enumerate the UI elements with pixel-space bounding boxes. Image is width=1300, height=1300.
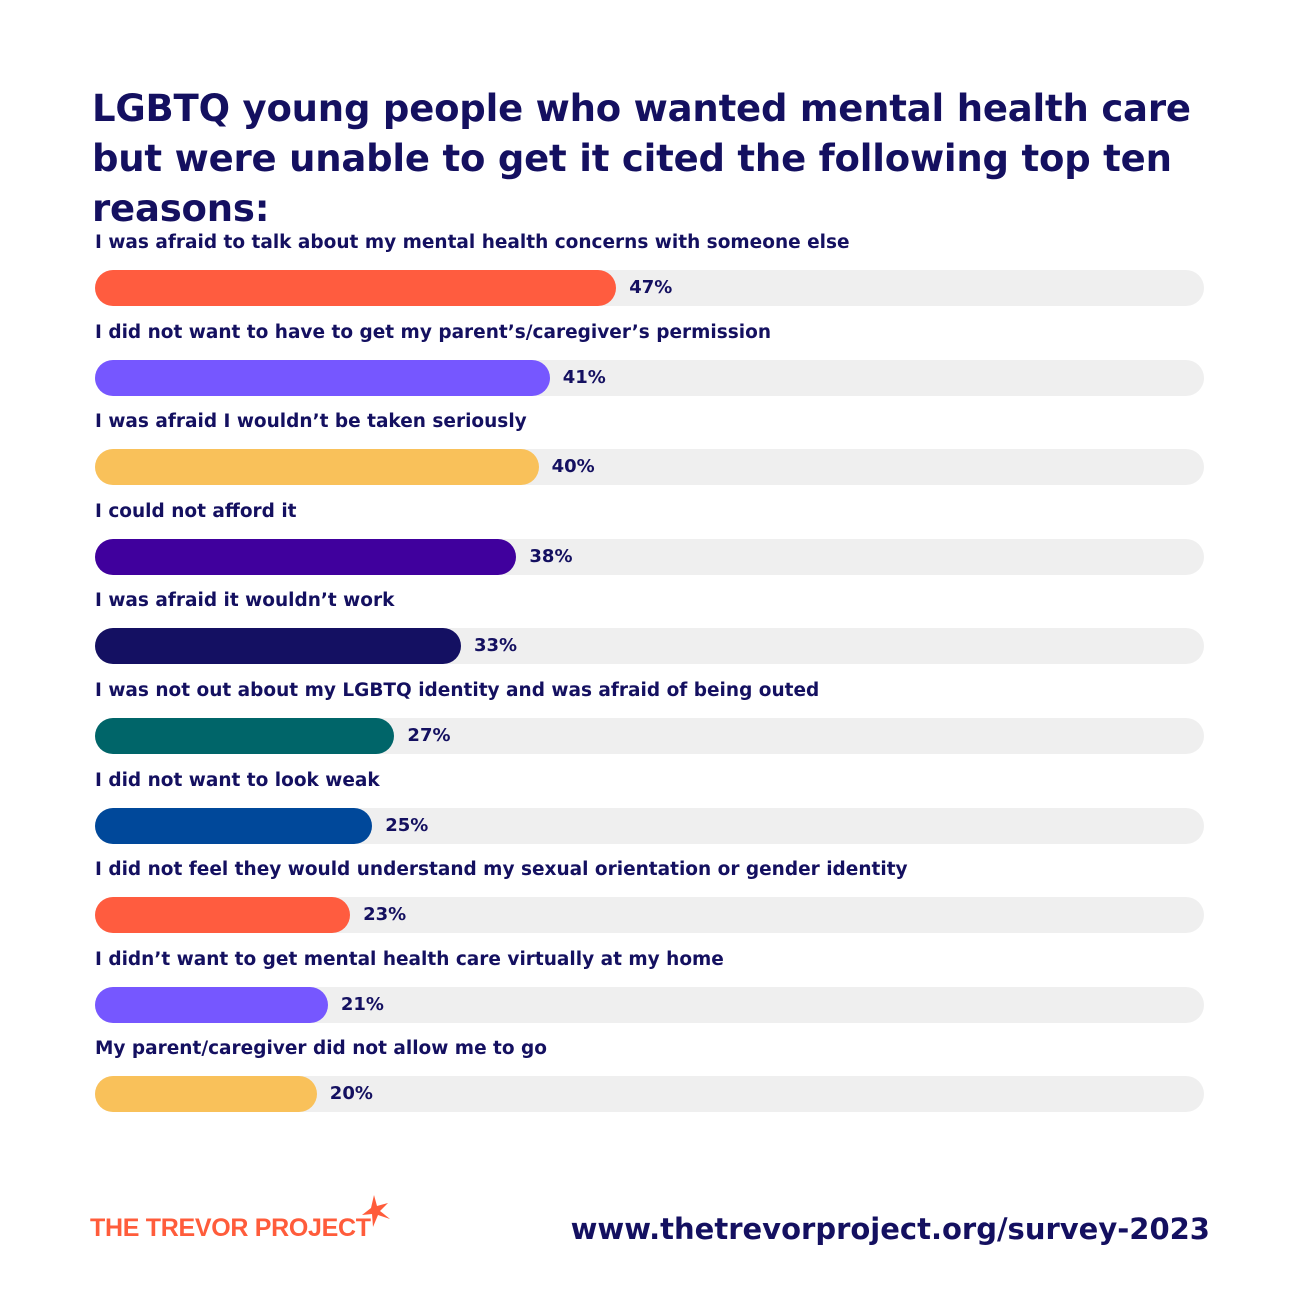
bar-1 bbox=[95, 270, 617, 306]
bar-label-2: I did not want to have to get my parent’… bbox=[95, 321, 771, 343]
bar-label-8: I did not feel they would understand my … bbox=[95, 859, 908, 881]
bar-track-8: 23% bbox=[95, 897, 1204, 934]
bar-track-6: 27% bbox=[95, 718, 1204, 754]
bar-label-9: I didn’t want to get mental health care … bbox=[95, 948, 724, 970]
bar-value-label-3: 40% bbox=[551, 456, 595, 478]
bar-value-label-2: 41% bbox=[562, 366, 606, 388]
bar-value-label-6: 27% bbox=[407, 725, 451, 746]
bar-9 bbox=[95, 986, 328, 1023]
bar-4 bbox=[95, 538, 517, 575]
bar-value-label-4: 38% bbox=[529, 545, 573, 567]
bar-label-5: I was afraid it wouldn’t work bbox=[95, 590, 395, 612]
bar-label-1: I was afraid to talk about my mental hea… bbox=[95, 232, 850, 253]
bar-label-3: I was afraid I wouldn’t be taken serious… bbox=[95, 411, 527, 433]
bar-10 bbox=[95, 1076, 317, 1113]
bar-track-9: 21% bbox=[95, 986, 1204, 1023]
bar-5 bbox=[95, 628, 461, 665]
bar-track-1: 47% bbox=[95, 270, 1204, 306]
bar-label-7: I did not want to look weak bbox=[95, 769, 380, 791]
bar-value-label-10: 20% bbox=[329, 1083, 373, 1105]
chart-title: LGBTQ young people who wanted mental hea… bbox=[92, 87, 1191, 230]
bar-track-7: 25% bbox=[95, 807, 1204, 844]
survey-url[interactable]: www.thetrevorproject.org/survey-2023 bbox=[570, 1212, 1210, 1246]
bar-8 bbox=[95, 897, 351, 934]
bar-6 bbox=[95, 718, 395, 754]
bar-3 bbox=[95, 449, 539, 486]
bar-value-label-9: 21% bbox=[340, 993, 384, 1015]
bar-value-label-8: 23% bbox=[363, 904, 407, 926]
bar-2 bbox=[95, 359, 550, 396]
trevor-project-logo: THE TREVOR PROJECT bbox=[90, 1214, 371, 1242]
bar-label-4: I could not afford it bbox=[95, 500, 297, 522]
bar-track-3: 40% bbox=[95, 449, 1204, 486]
bar-value-label-1: 47% bbox=[629, 277, 673, 298]
bar-track-10: 20% bbox=[95, 1076, 1204, 1113]
bar-7 bbox=[95, 807, 373, 844]
bar-value-label-5: 33% bbox=[473, 635, 518, 657]
bar-value-label-7: 25% bbox=[385, 814, 429, 836]
bar-track-2: 41% bbox=[95, 359, 1204, 396]
bar-label-6: I was not out about my LGBTQ identity an… bbox=[95, 680, 820, 701]
star-icon bbox=[362, 1195, 390, 1227]
bar-label-10: My parent/caregiver did not allow me to … bbox=[95, 1038, 548, 1060]
bar-track-5: 33% bbox=[95, 628, 1204, 665]
bar-track-4: 38% bbox=[95, 538, 1204, 575]
